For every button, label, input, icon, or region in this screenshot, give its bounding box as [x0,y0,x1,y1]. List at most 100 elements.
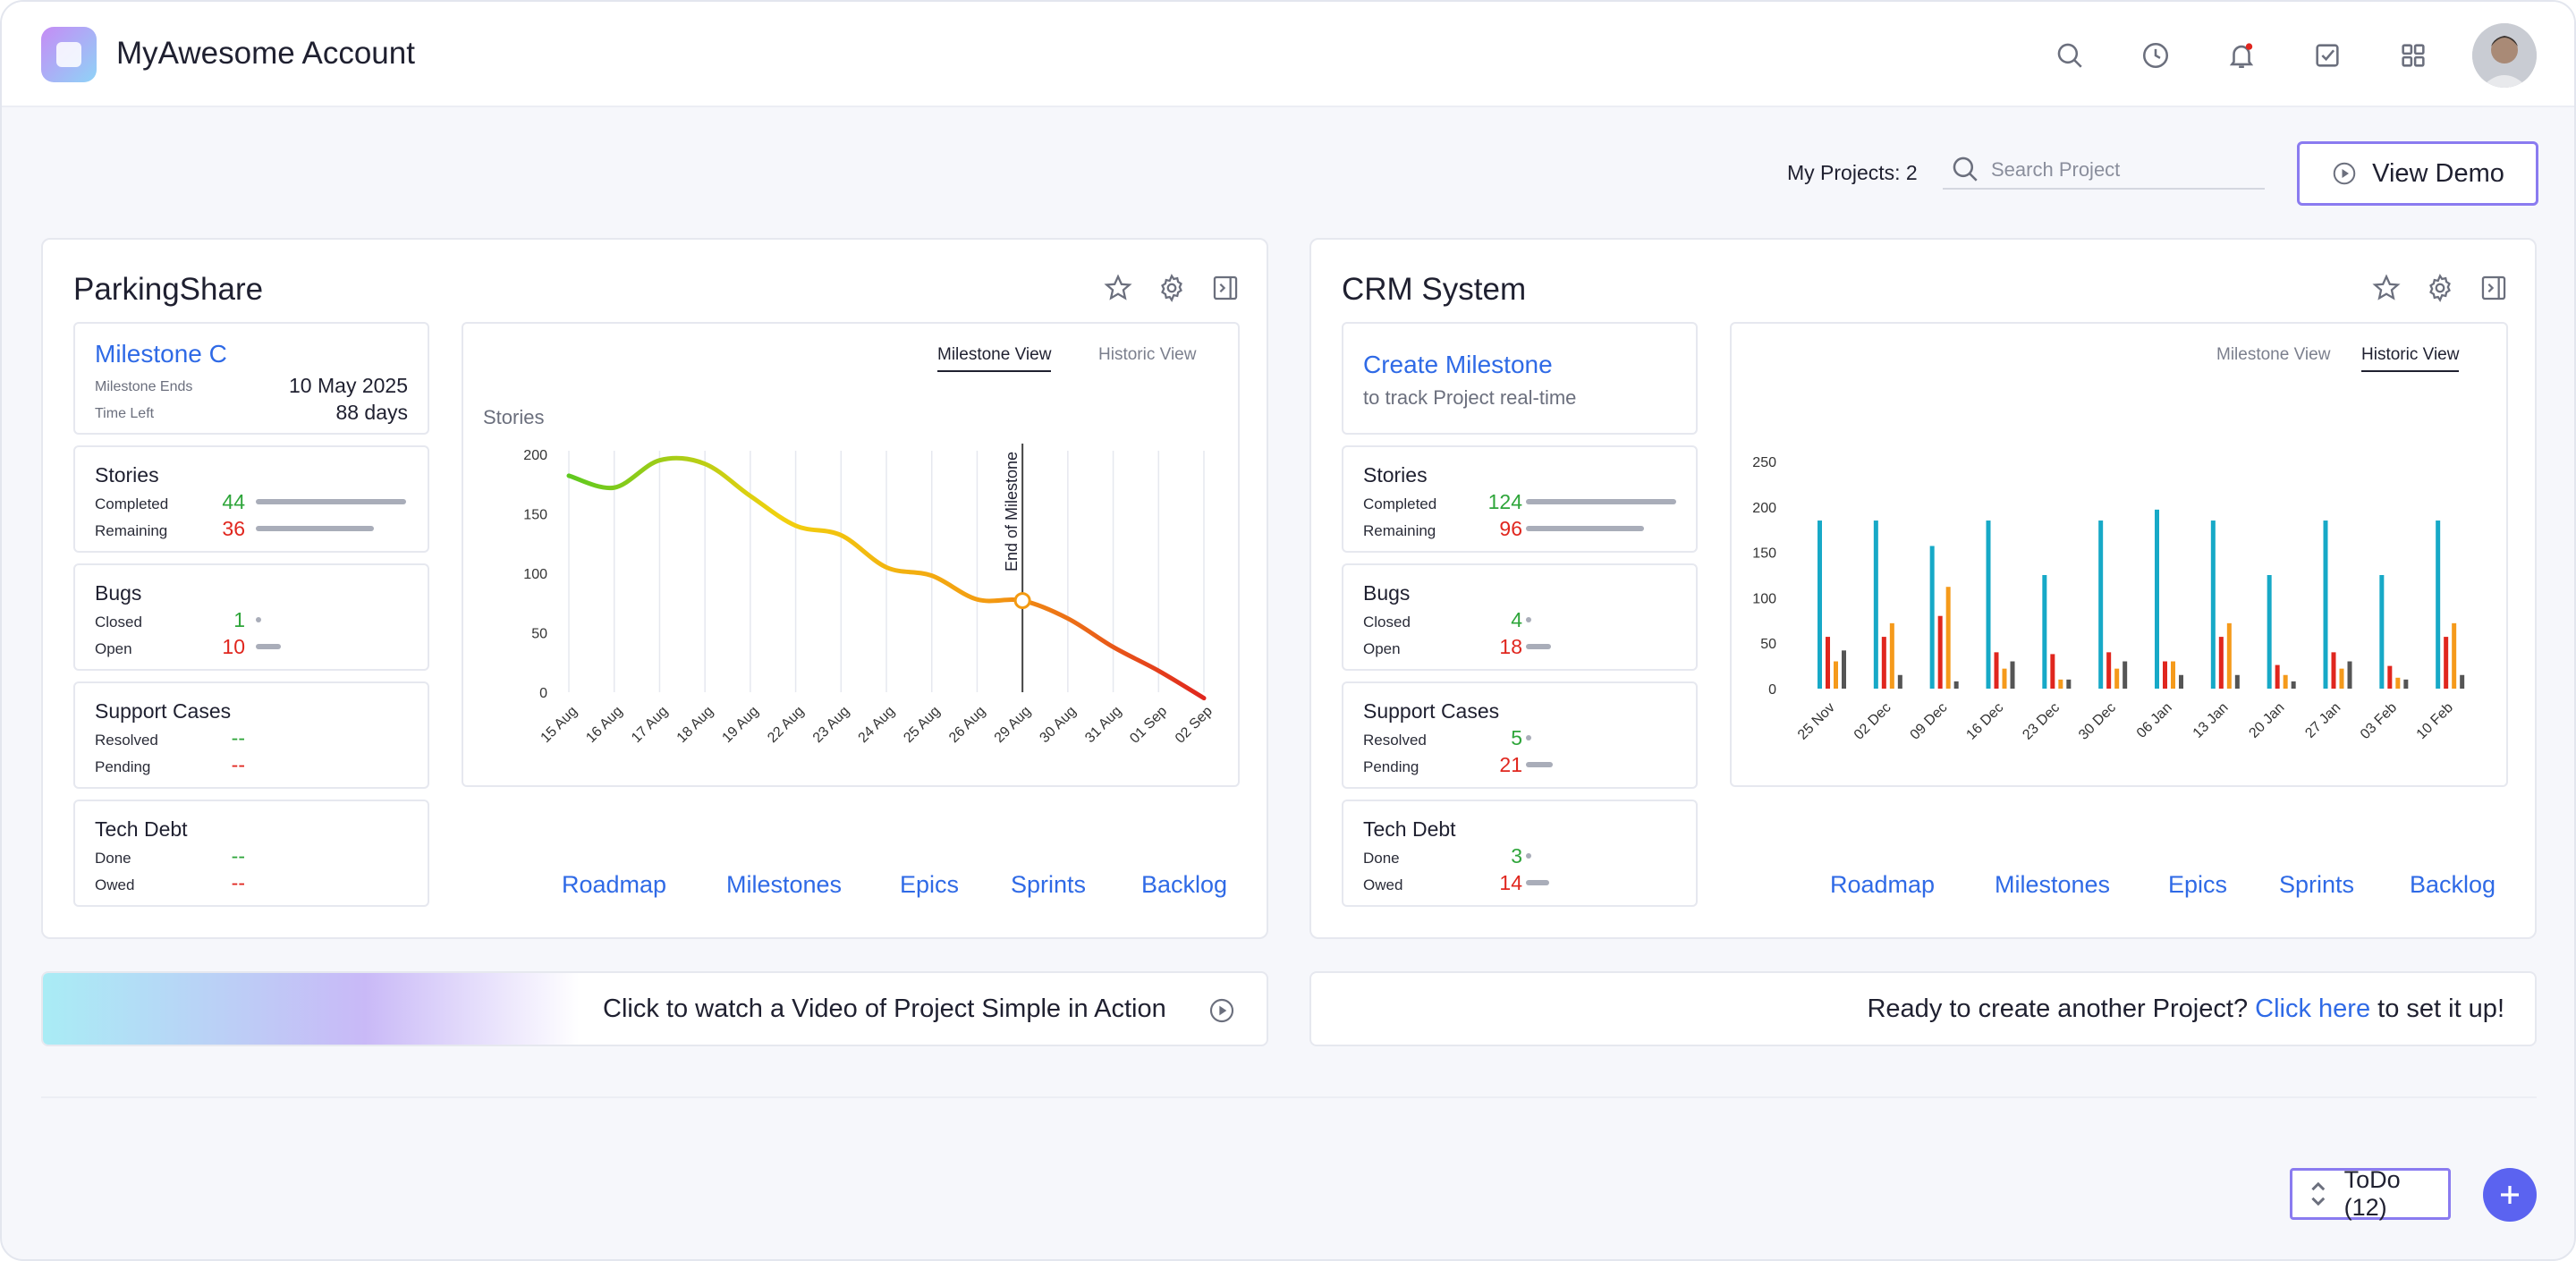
remaining-count: 96 [1499,517,1522,540]
bar [2403,679,2409,689]
star-icon[interactable] [1102,272,1134,304]
bar [1826,637,1830,689]
play-circle-icon[interactable] [1208,996,1236,1025]
tab-milestone-view[interactable]: Milestone View [2216,345,2331,364]
stories-title: Stories [95,463,159,487]
closed-label: Closed [95,614,142,630]
completed-count: 124 [1487,490,1522,513]
gear-icon[interactable] [1156,272,1188,304]
tab-historic-view[interactable]: Historic View [1098,345,1197,364]
project-title: CRM System [1342,272,1527,307]
link-backlog[interactable]: Backlog [2410,871,2496,898]
play-circle-icon [2333,162,2356,185]
bar [1818,520,1822,689]
open-bar [256,644,281,649]
completed-label: Completed [95,495,169,512]
tab-historic-view[interactable]: Historic View [2361,345,2460,372]
y-tick-label: 150 [1752,546,1776,562]
expand-chevrons-icon [2311,1181,2326,1206]
resolved-label: Resolved [1363,732,1427,749]
bar [2283,674,2288,689]
bugs-title: Bugs [95,581,142,605]
done-bar [1526,853,1531,859]
x-tick-label: 19 Aug [719,704,761,746]
x-tick-label: 27 Jan [2302,700,2343,741]
milestone-ends-label: Milestone Ends [95,379,193,394]
open-panel-icon[interactable] [1209,272,1241,304]
link-sprints[interactable]: Sprints [2279,871,2355,898]
add-button[interactable] [2483,1168,2537,1222]
view-demo-button[interactable]: View Demo [2297,141,2538,206]
x-tick-label: 01 Sep [1127,704,1170,747]
plus-icon [2501,1186,2519,1204]
link-milestones[interactable]: Milestones [726,871,843,898]
search-project[interactable] [1943,150,2265,190]
user-avatar[interactable] [2472,23,2537,88]
todo-button[interactable]: ToDo (12) [2290,1166,2451,1221]
bar [1834,661,1838,689]
bar [2460,674,2465,689]
support-title: Support Cases [95,699,232,723]
y-tick-label: 100 [1752,591,1776,606]
bar [2098,520,2104,689]
bell-icon[interactable] [2224,38,2259,73]
link-milestones[interactable]: Milestones [1995,871,2111,898]
x-tick-label: 23 Aug [810,704,852,746]
y-tick-label: 200 [523,448,547,463]
bar [2010,661,2015,689]
milestone-point [1013,592,1031,610]
bar [1994,652,1999,689]
bar [1929,546,1935,689]
bar [2323,520,2328,689]
gear-icon[interactable] [2424,272,2456,304]
banner-gradient [43,973,580,1045]
milestone-annotation: End of Milestone [1003,452,1021,571]
y-tick-label: 100 [523,567,547,582]
app-logo[interactable] [41,27,97,82]
resolved-label: Resolved [95,732,158,749]
bar-chart-svg: 0 50 100 150 200 250 25 Nov 02 Dec 09 Dec 16 Dec 2… [1752,455,2465,743]
divider [41,1096,2537,1098]
tab-milestone-view[interactable]: Milestone View [937,345,1052,372]
create-project-link[interactable]: Click here [2255,994,2371,1023]
search-field-icon [1953,157,1978,182]
bar [2123,661,2128,689]
x-tick-label: 22 Aug [765,704,807,746]
bugs-title: Bugs [1363,581,1411,605]
pending-bar [1526,762,1553,767]
done-label: Done [1363,850,1400,867]
remaining-label: Remaining [1363,522,1436,539]
milestone-name[interactable]: Milestone C [95,340,227,368]
support-panel: Support Cases Resolved -- Pending -- [73,681,429,789]
video-banner[interactable]: Click to watch a Video of Project Simple… [41,971,1268,1046]
apps-grid-icon[interactable] [2395,38,2431,73]
open-panel-icon[interactable] [2478,272,2510,304]
search-project-input[interactable] [1991,156,2250,184]
x-tick-label: 17 Aug [629,704,671,746]
history-icon[interactable] [2138,38,2174,73]
star-icon[interactable] [2370,272,2402,304]
closed-count: 1 [233,608,245,631]
link-roadmap[interactable]: Roadmap [562,871,667,898]
bar [2058,679,2063,689]
x-tick-label: 18 Aug [674,704,716,746]
search-icon[interactable] [2052,38,2088,73]
link-epics[interactable]: Epics [900,871,960,898]
y-tick-label: 0 [539,686,547,701]
owed-label: Owed [1363,876,1403,893]
resolved-count: 5 [1511,726,1522,749]
link-epics[interactable]: Epics [2168,871,2228,898]
open-label: Open [1363,640,1401,657]
bar [1873,520,1878,689]
resolved-bar [1526,735,1531,741]
link-roadmap[interactable]: Roadmap [1830,871,1936,898]
y-tick-label: 250 [1752,455,1776,470]
create-milestone-panel[interactable]: Create Milestone to track Project real-t… [1342,322,1698,435]
create-milestone-link[interactable]: Create Milestone [1363,351,1553,378]
link-sprints[interactable]: Sprints [1011,871,1087,898]
y-tick-label: 200 [1752,501,1776,516]
link-backlog[interactable]: Backlog [1141,871,1228,898]
tasks-icon[interactable] [2309,38,2345,73]
support-panel: Support Cases Resolved 5 Pending 21 [1342,681,1698,789]
